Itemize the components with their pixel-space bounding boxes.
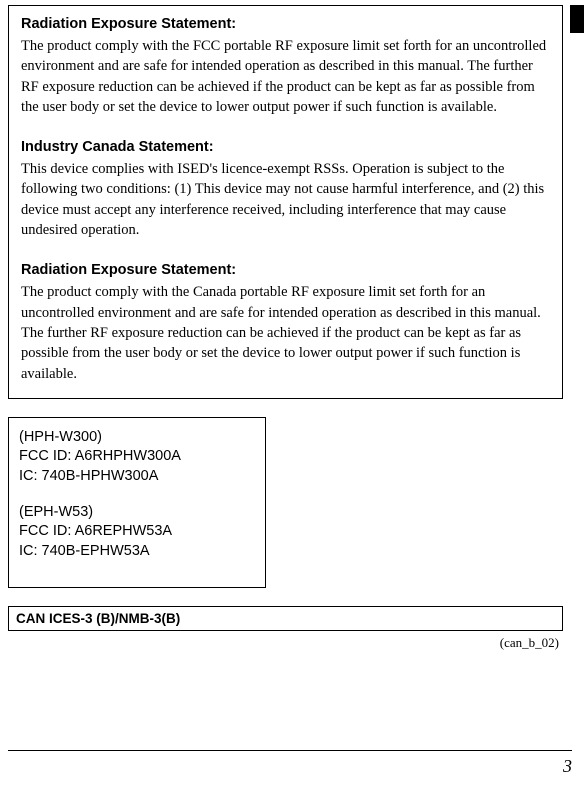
section-tab (570, 5, 584, 33)
ic-id: IC: 740B-HPHW300A (19, 467, 255, 487)
section-heading: Radiation Exposure Statement: (21, 262, 550, 278)
model-label: (HPH-W300) (19, 428, 255, 448)
section-heading: Radiation Exposure Statement: (21, 16, 550, 32)
section-body: The product comply with the FCC portable… (21, 36, 550, 117)
model-label: (EPH-W53) (19, 503, 255, 523)
section-heading: Industry Canada Statement: (21, 139, 550, 155)
section-body: The product comply with the Canada porta… (21, 282, 550, 383)
can-ices-box: CAN ICES-3 (B)/NMB-3(B) (8, 606, 563, 631)
fcc-id: FCC ID: A6RHPHW300A (19, 447, 255, 467)
device-id-group: (HPH-W300) FCC ID: A6RHPHW300A IC: 740B-… (19, 428, 255, 487)
regulatory-statements-box: Radiation Exposure Statement: The produc… (8, 5, 563, 399)
section-body: This device complies with ISED's licence… (21, 159, 550, 240)
device-id-group: (EPH-W53) FCC ID: A6REPHW53A IC: 740B-EP… (19, 503, 255, 562)
fcc-id: FCC ID: A6REPHW53A (19, 522, 255, 542)
device-ids-box: (HPH-W300) FCC ID: A6RHPHW300A IC: 740B-… (8, 417, 266, 588)
footer-divider (8, 750, 572, 751)
ic-id: IC: 740B-EPHW53A (19, 542, 255, 562)
page-number: 3 (563, 756, 572, 777)
reference-code: (can_b_02) (8, 635, 563, 651)
